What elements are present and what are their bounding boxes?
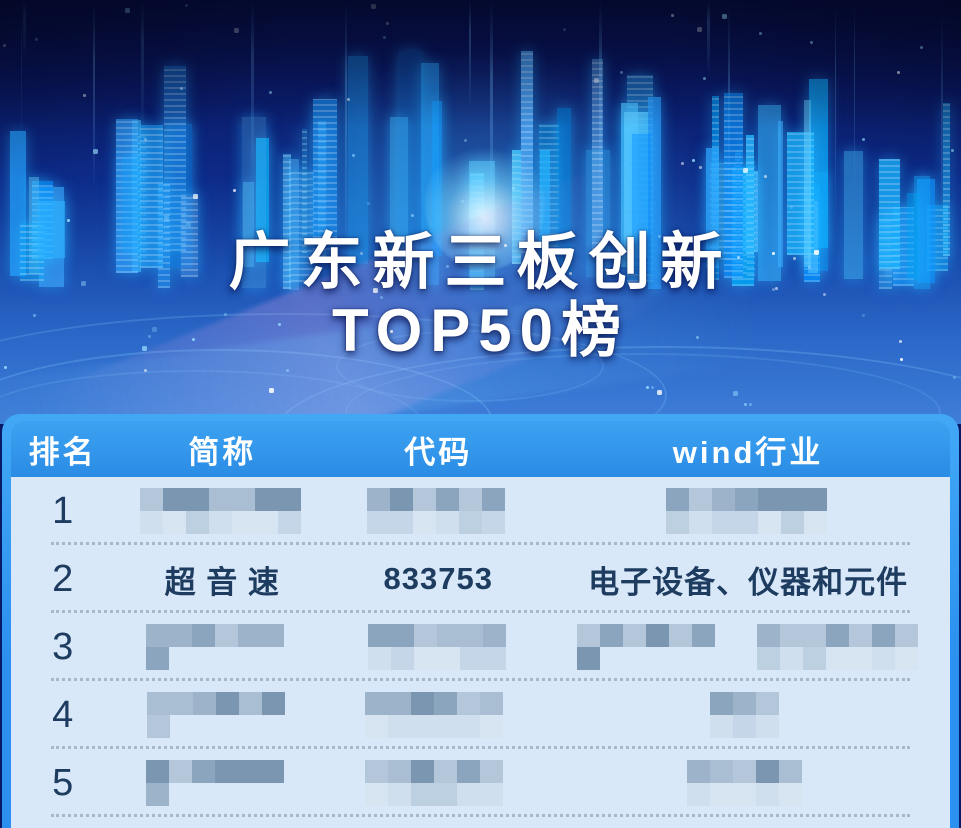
censored-cell-mosaic [146, 760, 298, 806]
header-name: 简称 [188, 434, 257, 470]
ranking-table-card: 排名 简称 代码 wind行业 1 2 超 音 速 833753 电子设备、仪器… [2, 414, 959, 828]
header-code: 代码 [404, 434, 473, 470]
censored-cell-mosaic [665, 488, 831, 534]
censored-cell-mosaic [367, 488, 509, 534]
code-cell [330, 488, 546, 534]
center-glow [425, 140, 545, 270]
name-cell [114, 692, 330, 738]
rank-cell: 5 [52, 761, 74, 804]
censored-cell-mosaic [577, 624, 737, 670]
table-row: 1 [11, 477, 950, 545]
rank-cell: 3 [52, 625, 74, 668]
rank-cell: 2 [52, 557, 74, 600]
censored-cell-mosaic [368, 624, 508, 670]
table-row: 2 超 音 速 833753 电子设备、仪器和元件 [11, 545, 950, 613]
censored-cell-mosaic [710, 692, 786, 738]
banner-background: 广东新三板创新 TOP50榜 [0, 0, 961, 424]
censored-cell-mosaic [687, 760, 809, 806]
rank-cell: 4 [52, 693, 74, 736]
city-skyline [0, 51, 961, 290]
table-row: 4 [11, 681, 950, 749]
table-row: 5 [11, 749, 950, 817]
poster-title-line1: 广东新三板创新 [228, 228, 733, 297]
censored-cell-mosaic [757, 624, 919, 670]
industry-cell [546, 488, 950, 534]
censored-cell-mosaic [147, 692, 297, 738]
header-rank: 排名 [28, 434, 97, 470]
poster-title-line2: TOP50榜 [332, 297, 629, 365]
censored-cell-mosaic [365, 760, 511, 806]
cell-text: 超 音 速 [164, 564, 280, 600]
header-industry: wind行业 [672, 434, 824, 470]
industry-cell: 电子设备、仪器和元件 [546, 557, 950, 602]
cell-text: 电子设备、仪器和元件 [588, 564, 909, 600]
ripple-circles [0, 313, 961, 424]
censored-cell-mosaic [146, 624, 298, 670]
name-cell [114, 624, 330, 670]
cell-text: 833753 [383, 561, 493, 596]
code-cell [330, 760, 546, 806]
name-cell: 超 音 速 [114, 557, 330, 602]
table-body: 1 2 超 音 速 833753 电子设备、仪器和元件 3 4 5 [11, 477, 950, 828]
code-cell [330, 624, 546, 670]
poster-title: 广东新三板创新 TOP50榜 [0, 228, 961, 365]
code-cell [330, 692, 546, 738]
censored-cell-mosaic [365, 692, 511, 738]
name-cell [114, 760, 330, 806]
industry-cell [546, 692, 950, 738]
table-header-row: 排名 简称 代码 wind行业 [11, 421, 950, 477]
censored-cell-mosaic [139, 488, 305, 534]
industry-cell [546, 624, 950, 670]
industry-cell [546, 760, 950, 806]
name-cell [114, 488, 330, 534]
rank-cell: 1 [52, 489, 74, 532]
table-row: 3 [11, 613, 950, 681]
code-cell: 833753 [330, 561, 546, 597]
